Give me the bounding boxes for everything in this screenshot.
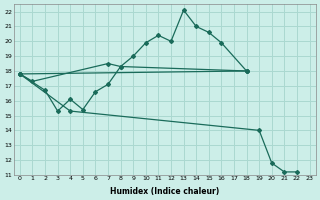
X-axis label: Humidex (Indice chaleur): Humidex (Indice chaleur)	[110, 187, 219, 196]
